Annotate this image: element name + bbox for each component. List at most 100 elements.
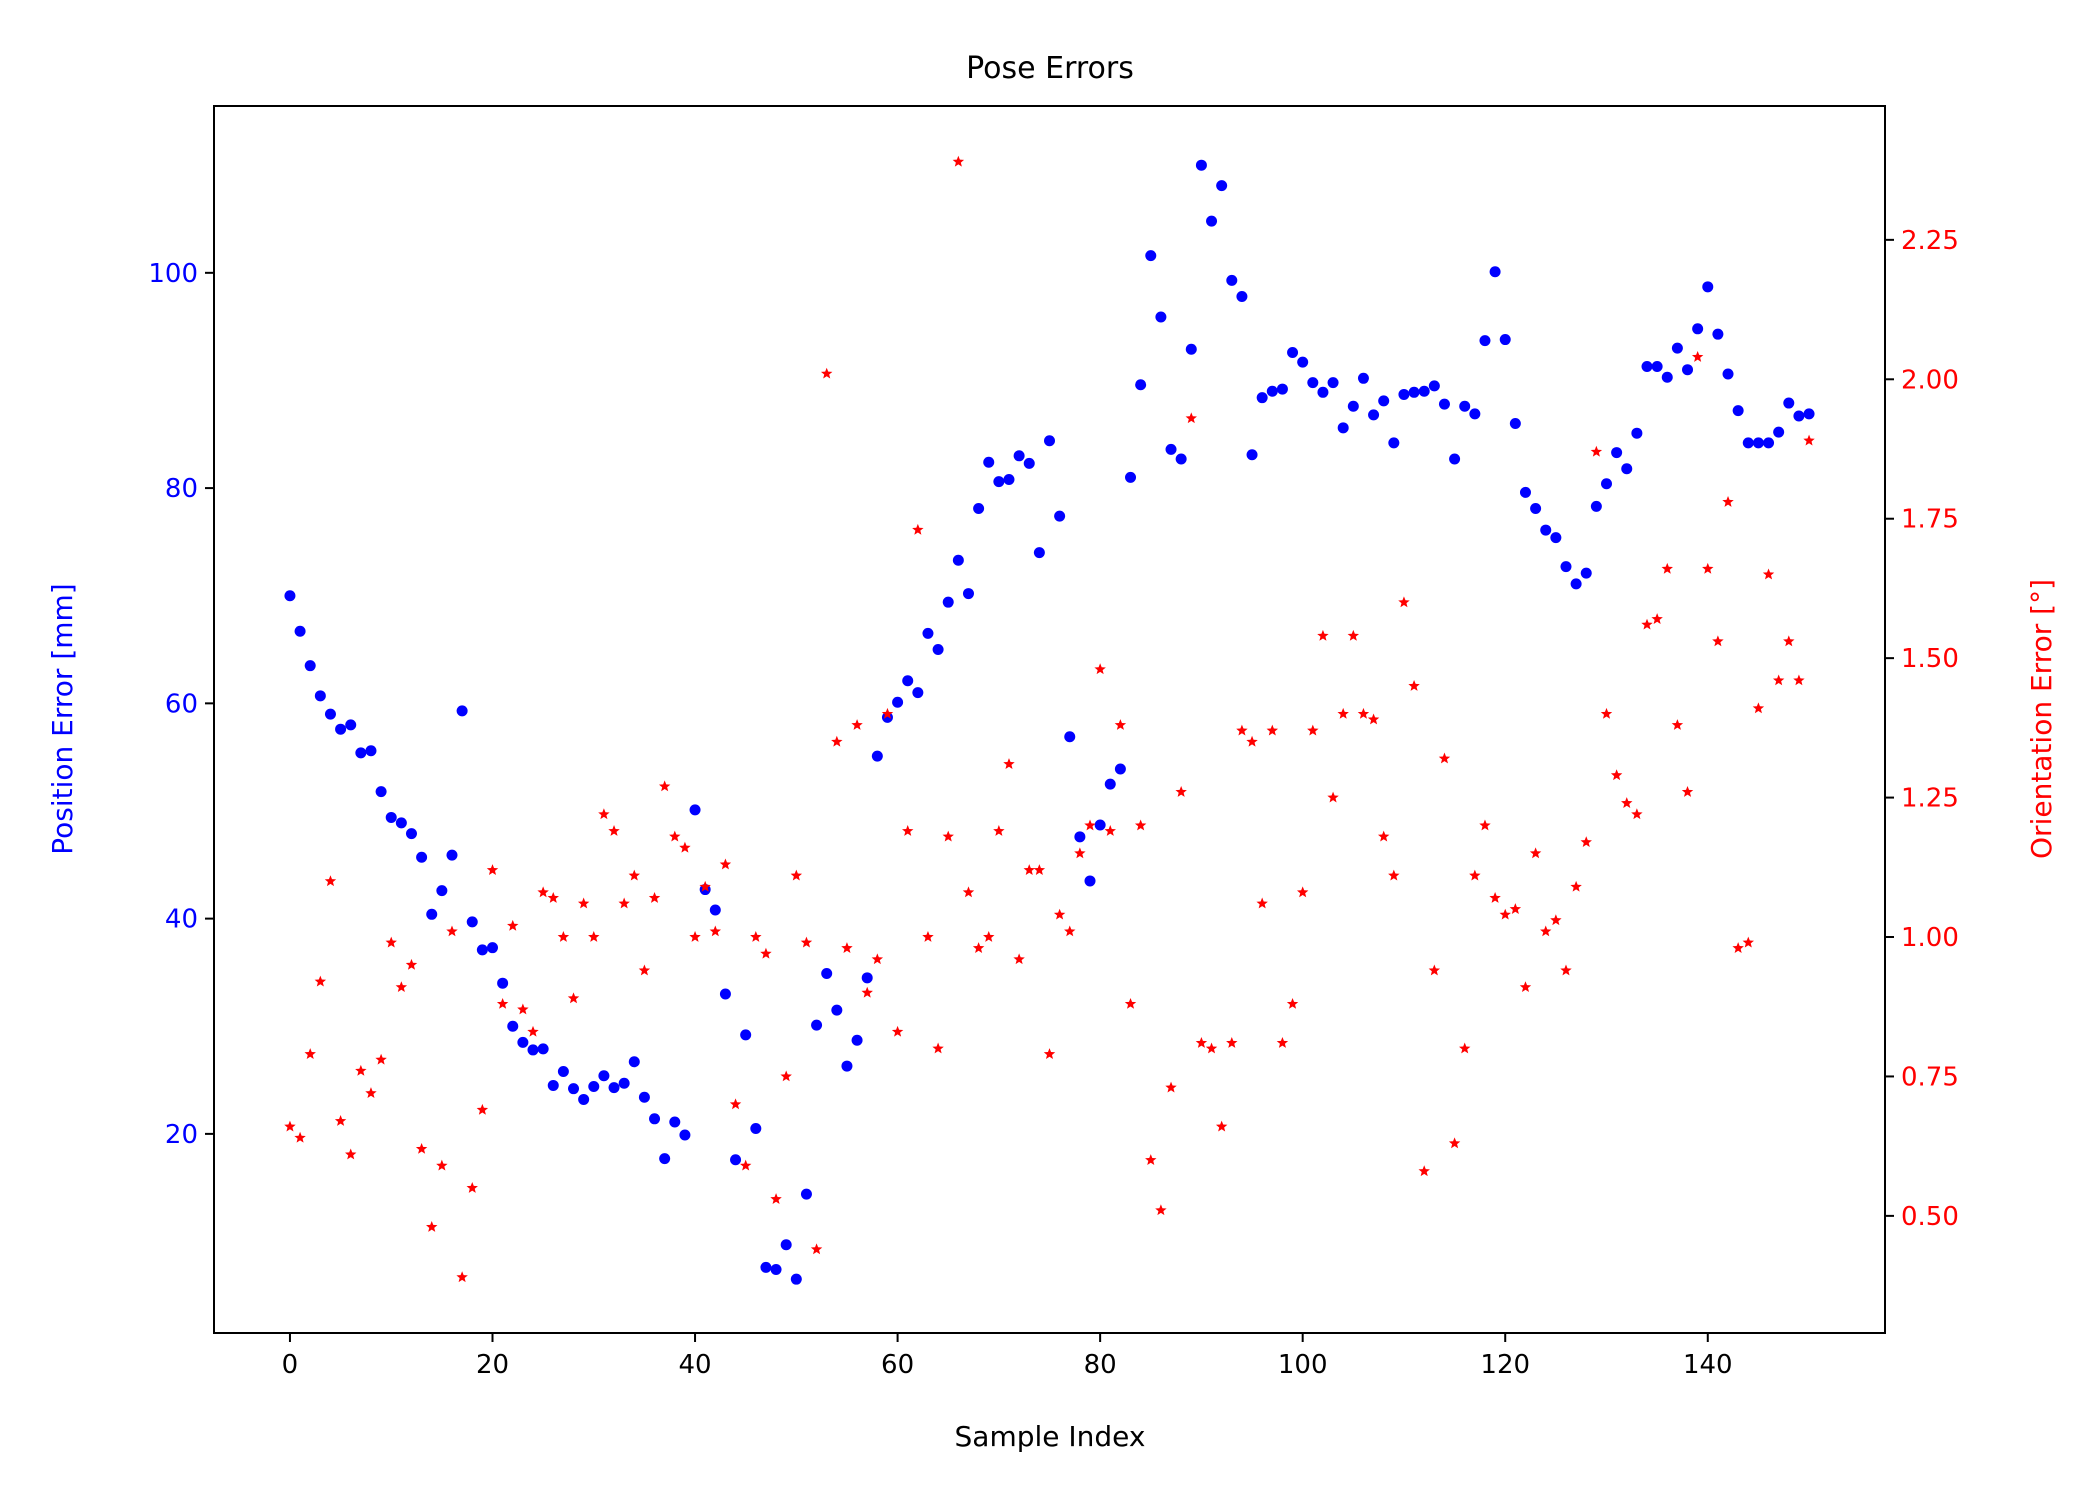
orientation-error-point <box>1499 908 1511 920</box>
orientation-error-point <box>679 841 691 853</box>
x-tick-label: 120 <box>1480 1350 1530 1380</box>
position-error-point <box>1702 281 1714 293</box>
orientation-error-point <box>547 891 559 903</box>
position-error-point <box>638 1091 650 1103</box>
position-error-point <box>1732 405 1744 417</box>
orientation-error-point <box>719 858 732 870</box>
position-error-point <box>1064 731 1076 743</box>
position-error-point <box>881 711 893 723</box>
x-tick-label: 140 <box>1683 1350 1733 1380</box>
orientation-error-point <box>993 825 1005 836</box>
orientation-error-point <box>1114 719 1127 730</box>
position-error-point <box>1560 561 1572 573</box>
orientation-error-point <box>1064 925 1076 937</box>
right-tick-label: 0.75 <box>1901 1062 1959 1092</box>
position-error-point <box>446 849 458 861</box>
position-error-point <box>1175 453 1187 465</box>
left-tick-label: 80 <box>165 474 198 504</box>
position-error-point <box>770 1264 782 1275</box>
position-error-point <box>719 988 731 1000</box>
position-error-point <box>649 1113 661 1125</box>
position-error-point <box>365 745 377 757</box>
orientation-error-point <box>1276 1036 1289 1048</box>
left-axis-label: Position Error [mm] <box>46 583 79 854</box>
position-error-point <box>1388 437 1400 449</box>
position-error-point <box>1418 385 1430 397</box>
orientation-error-point <box>1388 869 1400 881</box>
orientation-error-point <box>1509 903 1522 914</box>
position-error-point <box>1307 377 1319 389</box>
orientation-error-point <box>1327 791 1339 803</box>
position-error-point <box>1540 524 1552 536</box>
orientation-error-point <box>436 1159 448 1171</box>
orientation-error-point <box>912 523 924 535</box>
position-error-point <box>324 708 336 720</box>
position-error-point <box>750 1123 762 1134</box>
x-tick-label: 0 <box>282 1350 299 1380</box>
position-error-point <box>1550 532 1562 544</box>
orientation-error-point <box>1185 412 1197 424</box>
x-tick-label: 80 <box>1084 1350 1117 1380</box>
position-error-point <box>1104 778 1116 790</box>
position-error-point <box>851 1034 863 1046</box>
orientation-error-point <box>557 931 570 942</box>
position-error-point <box>871 750 883 762</box>
orientation-error-point <box>1600 707 1613 719</box>
orientation-error-point <box>820 367 833 379</box>
orientation-error-point <box>658 780 671 792</box>
position-error-point <box>284 590 296 602</box>
position-error-point <box>861 972 873 984</box>
position-error-point <box>1671 342 1683 354</box>
position-error-point <box>1742 437 1754 449</box>
orientation-error-point <box>1438 752 1451 764</box>
position-error-point <box>1287 346 1299 358</box>
position-error-point <box>1327 377 1339 389</box>
position-error-point <box>659 1153 671 1165</box>
left-tick-label: 60 <box>165 689 198 719</box>
position-error-point <box>588 1081 600 1093</box>
orientation-error-point <box>284 1120 296 1132</box>
x-tick-label: 20 <box>476 1350 509 1380</box>
right-tick-label: 0.50 <box>1901 1202 1959 1232</box>
orientation-error-point <box>1074 847 1086 859</box>
position-error-point <box>730 1154 742 1166</box>
position-error-point <box>760 1261 772 1273</box>
orientation-error-point <box>1529 847 1542 859</box>
orientation-error-point <box>324 875 337 887</box>
position-error-point <box>1155 311 1167 323</box>
position-error-point <box>557 1065 569 1077</box>
orientation-error-point <box>972 942 985 954</box>
right-tick-label: 1.50 <box>1901 644 1959 674</box>
orientation-error-point <box>385 936 397 948</box>
orientation-error-point <box>902 825 914 836</box>
orientation-error-point <box>345 1148 357 1160</box>
orientation-error-point <box>1094 663 1106 675</box>
position-error-point <box>497 977 509 989</box>
position-error-point <box>598 1070 610 1082</box>
orientation-error-point <box>567 992 580 1004</box>
position-error-point <box>1611 447 1623 459</box>
position-error-point <box>1530 503 1542 515</box>
orientation-error-point <box>709 925 722 937</box>
orientation-error-point <box>1479 819 1491 831</box>
position-error-point <box>1347 400 1359 412</box>
position-error-point <box>679 1129 691 1141</box>
orientation-error-point <box>1540 925 1552 937</box>
orientation-error-point <box>1712 635 1724 647</box>
position-error-point <box>1054 510 1066 522</box>
orientation-error-point <box>395 981 408 993</box>
position-error-point <box>1682 364 1694 376</box>
orientation-error-point <box>861 986 873 998</box>
position-error-point <box>841 1060 853 1072</box>
orientation-error-point <box>648 891 661 903</box>
orientation-error-point <box>1793 674 1805 686</box>
position-error-point <box>831 1004 843 1016</box>
right-axis-label: Orientation Error [°] <box>2025 579 2058 859</box>
orientation-error-point <box>790 869 803 881</box>
orientation-error-point <box>1590 445 1603 457</box>
position-error-point <box>902 675 914 687</box>
position-error-point <box>1570 578 1582 590</box>
orientation-error-point <box>800 936 813 948</box>
position-error-point <box>1003 473 1015 485</box>
orientation-error-point <box>1155 1204 1167 1216</box>
